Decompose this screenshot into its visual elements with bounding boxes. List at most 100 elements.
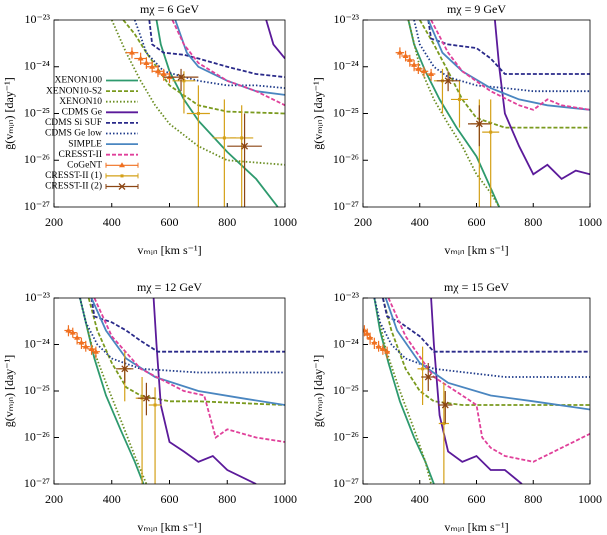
marker	[196, 112, 200, 115]
data-point	[395, 47, 405, 59]
curve	[494, 20, 590, 181]
marker	[240, 136, 244, 140]
plot-frame	[362, 19, 591, 208]
data-point	[371, 337, 378, 350]
y-tick-label: 10⁻²⁶	[24, 429, 50, 443]
data-point	[148, 387, 162, 484]
legend-label: XENON10-S2	[46, 86, 102, 96]
marker	[74, 334, 81, 340]
marker	[415, 65, 422, 71]
y-tick-label: 10⁻²⁵	[333, 105, 359, 119]
x-tick-label: 600	[161, 492, 179, 506]
y-tick-label: 10⁻²⁴	[333, 59, 359, 73]
legend-label: CoGeNT	[67, 160, 102, 170]
data-point	[212, 99, 236, 207]
marker	[241, 142, 249, 150]
y-tick-label: 10⁻²³	[333, 12, 359, 26]
data-point	[137, 382, 156, 416]
curve	[265, 20, 285, 60]
panel-title: mχ = 9 GeV	[447, 2, 506, 16]
legend-label: SIMPLE	[68, 139, 102, 149]
curve	[384, 298, 590, 411]
data-point	[230, 105, 254, 207]
y-tick-label: 10⁻²⁷	[333, 199, 359, 213]
marker	[489, 130, 493, 134]
data-point	[482, 99, 500, 207]
marker	[82, 343, 89, 349]
marker	[142, 394, 150, 402]
legend-label: CRESST-II (1)	[45, 170, 102, 181]
curve	[87, 298, 285, 406]
marker	[119, 162, 125, 168]
data-point	[172, 71, 196, 114]
x-tick-label: 1000	[578, 215, 602, 229]
curve	[419, 20, 590, 129]
plot-frame	[53, 297, 286, 485]
plot-frame	[53, 19, 286, 208]
data-point	[163, 68, 199, 92]
y-tick-label: 10⁻²⁷	[333, 476, 359, 490]
y-axis-label: ḡ(vₘᵢₙ) [day⁻¹]	[311, 77, 325, 149]
x-tick-label: 200	[45, 215, 63, 229]
marker	[367, 334, 374, 340]
curve	[133, 20, 285, 89]
marker	[154, 68, 161, 74]
curve	[110, 20, 285, 166]
curve	[79, 298, 285, 374]
y-tick-label: 10⁻²³	[24, 12, 50, 26]
marker	[396, 49, 403, 55]
data-point	[227, 113, 262, 207]
x-tick-label: 800	[524, 215, 542, 229]
y-tick-label: 10⁻²⁴	[333, 336, 359, 350]
x-axis-label: vₘᵢₙ [km s⁻¹]	[444, 520, 508, 534]
curve	[430, 298, 523, 484]
x-tick-label: 200	[354, 492, 372, 506]
y-tick-label: 10⁻²⁴	[24, 59, 50, 73]
data-point	[375, 340, 382, 352]
marker	[421, 367, 425, 371]
y-tick-label: 10⁻²³	[333, 290, 359, 304]
marker	[406, 56, 413, 62]
data-point	[417, 346, 428, 405]
data-point	[450, 80, 468, 128]
y-axis-label: ḡ(vₘᵢₙ) [day⁻¹]	[2, 355, 16, 427]
panel: mχ = 15 GeV vₘᵢₙ [km s⁻¹] ḡ(vₘᵢₙ) [day⁻¹] 2…	[311, 280, 602, 534]
curve	[79, 298, 145, 484]
marker	[121, 365, 129, 373]
x-tick-label: 1000	[273, 492, 297, 506]
x-tick-label: 400	[103, 492, 121, 506]
marker	[222, 136, 226, 140]
marker	[153, 403, 157, 407]
curve	[382, 298, 590, 406]
marker	[475, 120, 483, 128]
plot-area	[64, 298, 285, 484]
legend-label: CDMS Ge low	[45, 129, 102, 139]
y-axis-label: ḡ(vₘᵢₙ) [day⁻¹]	[2, 77, 16, 149]
y-tick-label: 10⁻²⁶	[24, 152, 50, 166]
y-tick-label: 10⁻²⁷	[24, 199, 50, 213]
curve	[413, 20, 590, 93]
x-tick-label: 400	[411, 215, 429, 229]
marker	[421, 68, 428, 74]
curve	[407, 20, 500, 207]
y-tick-label: 10⁻²⁴	[24, 336, 50, 350]
marker	[120, 174, 124, 178]
marker	[457, 97, 461, 101]
marker	[177, 73, 185, 81]
x-tick-label: 200	[45, 492, 63, 506]
y-tick-label: 10⁻²⁵	[24, 105, 50, 119]
marker	[182, 79, 186, 83]
panel-title: mχ = 12 GeV	[137, 280, 202, 294]
data-point	[363, 325, 368, 337]
curve	[122, 20, 285, 115]
panel: mχ = 6 GeV vₘᵢₙ [km s⁻¹] ḡ(vₘᵢₙ) [day⁻¹] 20…	[2, 2, 297, 257]
data-point	[379, 344, 386, 355]
x-axis-label: vₘᵢₙ [km s⁻¹]	[444, 243, 508, 257]
data-point	[64, 325, 73, 337]
marker	[402, 52, 409, 58]
plot-frame	[362, 297, 591, 485]
marker	[364, 330, 371, 336]
marker	[428, 70, 435, 76]
curve	[387, 298, 590, 463]
marker	[137, 55, 144, 61]
